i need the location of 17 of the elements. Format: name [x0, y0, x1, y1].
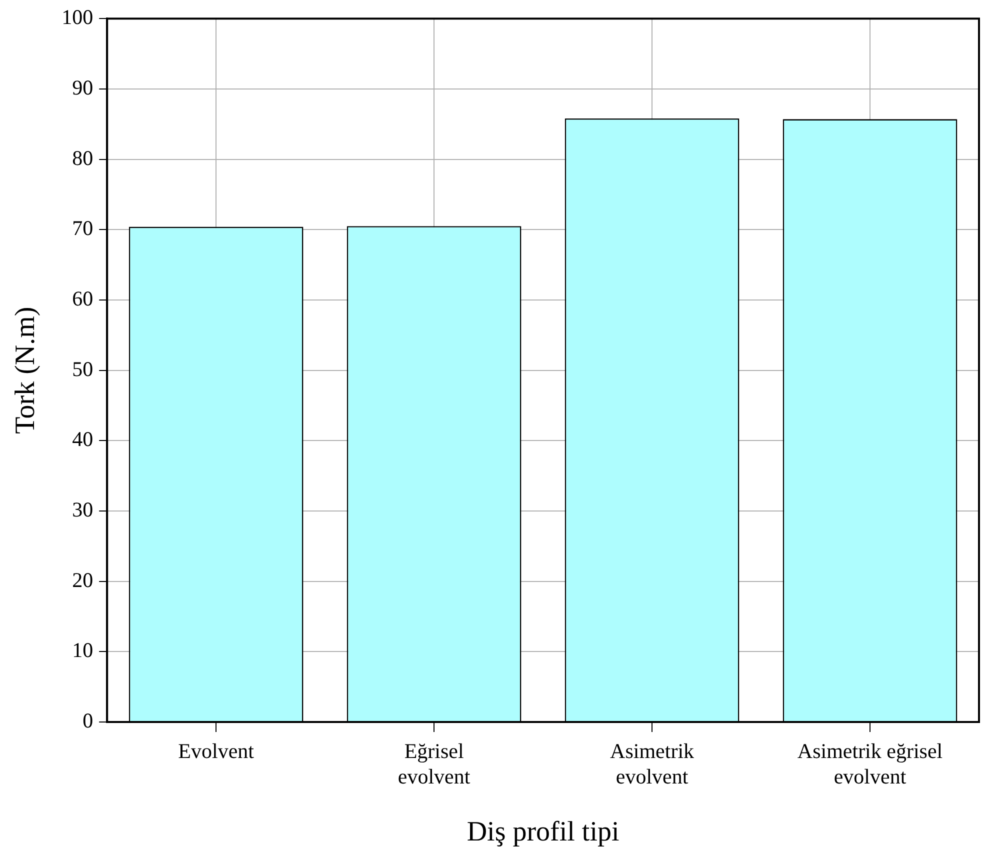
y-tick-label: 80: [72, 146, 94, 170]
y-tick-label: 100: [62, 5, 94, 30]
y-tick-label: 0: [82, 708, 94, 733]
x-tick-label: Asimetrik evolvent: [610, 739, 695, 788]
y-tick-label: 40: [72, 427, 94, 452]
y-tick-label: 70: [72, 216, 94, 240]
x-tick-label: Eğrisel evolvent: [398, 739, 470, 788]
y-axis-title: Tork (N.m): [10, 306, 42, 434]
y-tick-label: 90: [72, 75, 94, 100]
x-tick-label: Asimetrik eğrisel evolvent: [797, 739, 943, 788]
y-tick-label: 50: [72, 356, 94, 381]
y-tick-label: 20: [72, 568, 94, 592]
y-tick-label: 10: [72, 638, 94, 662]
x-tick-label: Evolvent: [178, 739, 254, 764]
y-tick-label: 30: [72, 497, 94, 522]
x-axis-title: Diş profil tipi: [466, 816, 620, 848]
y-tick-label: 60: [72, 286, 94, 310]
